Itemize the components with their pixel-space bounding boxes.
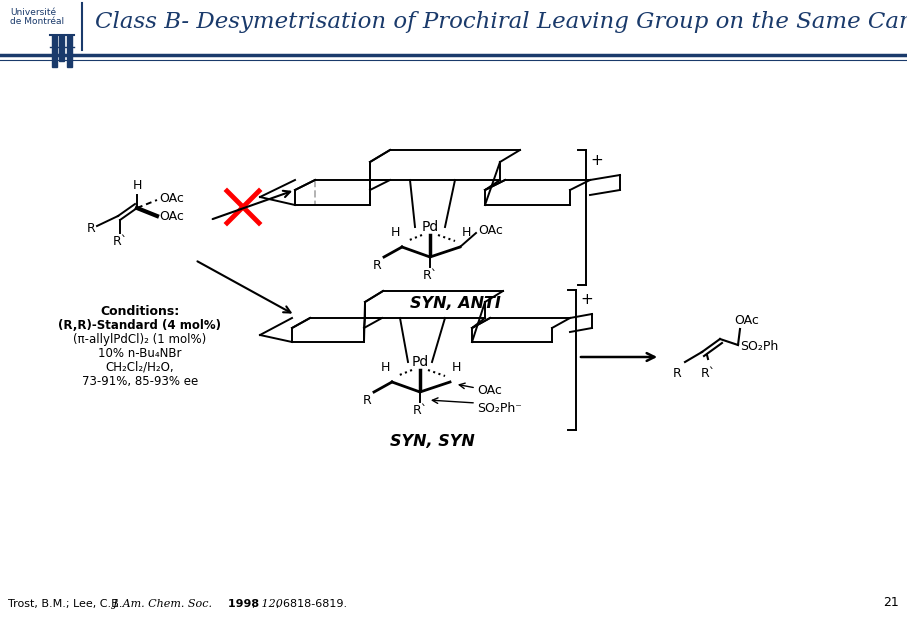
Text: Pd: Pd [412, 355, 429, 369]
Text: H: H [462, 226, 472, 239]
Text: (R,R)-Standard (4 mol%): (R,R)-Standard (4 mol%) [58, 319, 221, 332]
Text: Trost, B.M.; Lee, C.B.: Trost, B.M.; Lee, C.B. [8, 599, 126, 609]
Text: R: R [363, 394, 372, 407]
Text: 120: 120 [258, 599, 283, 609]
Text: ,: , [251, 599, 255, 609]
Text: SYN, ANTI: SYN, ANTI [410, 296, 501, 311]
Text: 10% n-Bu₄NBr: 10% n-Bu₄NBr [98, 347, 181, 360]
Text: J. Am. Chem. Soc.: J. Am. Chem. Soc. [113, 599, 213, 609]
Text: CH₂Cl₂/H₂O,: CH₂Cl₂/H₂O, [106, 361, 174, 374]
Text: R`: R` [112, 235, 128, 248]
Bar [67, 35, 72, 67]
Text: OAc: OAc [734, 314, 759, 327]
Text: H: H [132, 179, 141, 192]
Text: H: H [391, 226, 400, 239]
Text: 73-91%, 85-93% ee: 73-91%, 85-93% ee [82, 375, 198, 388]
Text: H: H [381, 361, 390, 374]
Text: SO₂Ph⁻: SO₂Ph⁻ [477, 401, 522, 414]
Text: R: R [673, 367, 682, 380]
Text: (π-allylPdCl)₂ (1 mol%): (π-allylPdCl)₂ (1 mol%) [73, 333, 207, 346]
Bar [59, 35, 64, 61]
Text: Université: Université [10, 8, 56, 17]
Text: de Montréal: de Montréal [10, 17, 64, 26]
Text: R`: R` [423, 269, 437, 282]
Text: +: + [580, 292, 593, 307]
Text: Pd: Pd [422, 220, 439, 234]
Text: OAc: OAc [477, 384, 502, 396]
Text: , 6818-6819.: , 6818-6819. [276, 599, 347, 609]
Text: OAc: OAc [478, 224, 502, 238]
Text: 21: 21 [883, 596, 899, 609]
Text: SYN, SYN: SYN, SYN [390, 434, 474, 449]
Text: +: + [590, 153, 603, 168]
Text: R`: R` [700, 367, 716, 380]
Text: R: R [374, 259, 382, 272]
Text: R: R [86, 221, 95, 234]
Bar [52, 35, 57, 67]
Text: 1998: 1998 [224, 599, 259, 609]
Text: OAc: OAc [159, 191, 184, 204]
Text: H: H [452, 361, 462, 374]
Text: R`: R` [413, 404, 427, 417]
Text: SO₂Ph: SO₂Ph [740, 341, 778, 354]
Text: Class B- Desymetrisation of Prochiral Leaving Group on the Same Carbon: Class B- Desymetrisation of Prochiral Le… [95, 11, 907, 33]
Text: OAc: OAc [159, 209, 184, 222]
Text: Conditions:: Conditions: [101, 305, 180, 318]
